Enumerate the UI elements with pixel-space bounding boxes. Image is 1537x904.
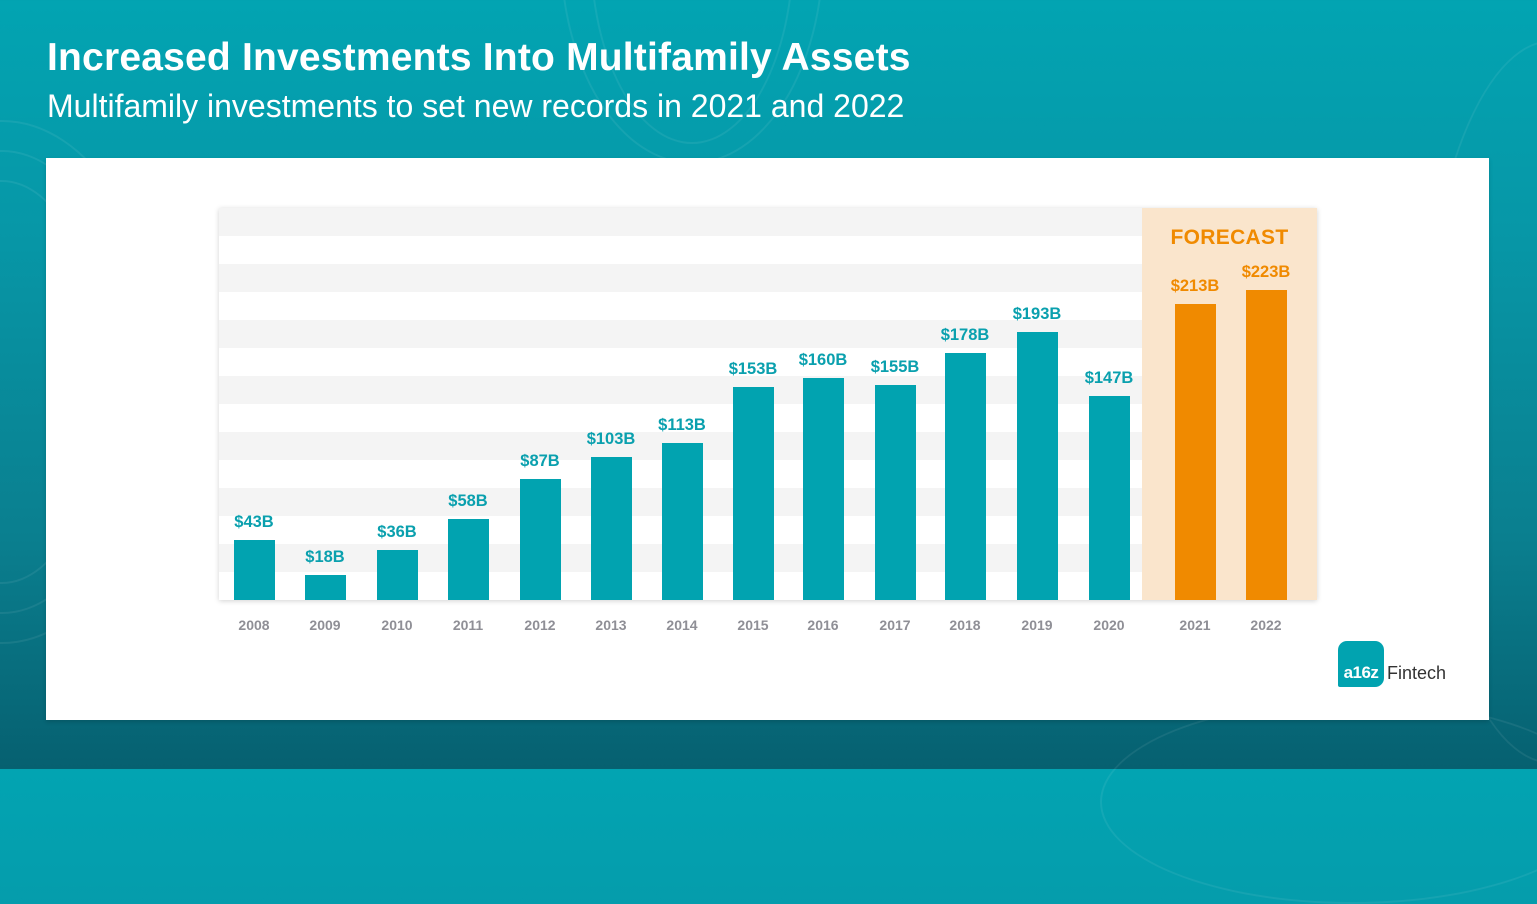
data-label-2012: $87B [520, 452, 560, 470]
page-title: Increased Investments Into Multifamily A… [47, 36, 911, 79]
bar-2012 [520, 479, 561, 600]
data-label-2015: $153B [728, 360, 778, 378]
x-tick-label: 2016 [807, 617, 839, 633]
bar-2018 [945, 353, 986, 600]
x-tick-label: 2011 [452, 617, 484, 633]
data-label-2009: $18B [305, 548, 345, 566]
bar-2013 [591, 457, 632, 600]
data-label-2022: $223B [1241, 263, 1291, 281]
data-label-2011: $58B [448, 492, 488, 510]
data-label-2016: $160B [798, 351, 848, 369]
bar-2021 [1175, 304, 1216, 600]
data-label-2014: $113B [658, 416, 706, 434]
bar-2022 [1246, 290, 1287, 600]
bar-2008 [234, 540, 275, 600]
plot-area: FORECAST $43B $18B $36B $58B $87B $103B $113B $… [219, 208, 1317, 600]
x-tick-label: 2013 [595, 617, 627, 633]
forecast-label: FORECAST [1170, 226, 1289, 249]
x-tick-label: 2018 [949, 617, 981, 633]
x-tick-label: 2012 [524, 617, 556, 633]
page-subtitle: Multifamily investments to set new recor… [47, 88, 905, 124]
data-label-2013: $103B [586, 430, 636, 448]
a16z-logo-icon: a16z [1338, 641, 1384, 687]
bar-2016 [803, 378, 844, 600]
background-swirl [1100, 700, 1537, 904]
forecast-region: FORECAST [1142, 208, 1317, 600]
bar-2019 [1017, 332, 1058, 600]
x-tick-label: 2017 [879, 617, 911, 633]
data-label-2010: $36B [377, 523, 417, 541]
background-swirl [560, 0, 824, 164]
x-tick-label: 2014 [666, 617, 698, 633]
x-tick-label: 2020 [1093, 617, 1125, 633]
x-tick-label: 2008 [238, 617, 270, 633]
bar-2020 [1089, 396, 1130, 600]
data-label-2008: $43B [234, 513, 274, 531]
bar-2009 [305, 575, 346, 600]
data-label-2021: $213B [1170, 277, 1220, 295]
bar-2015 [733, 387, 774, 600]
x-tick-label: 2022 [1250, 617, 1282, 633]
x-tick-label: 2019 [1021, 617, 1053, 633]
x-tick-label: 2015 [737, 617, 769, 633]
bar-2011 [448, 519, 489, 600]
data-label-2017: $155B [870, 358, 920, 376]
logo-text: Fintech [1387, 663, 1447, 683]
data-label-2018: $178B [940, 326, 990, 344]
x-tick-label: 2010 [381, 617, 413, 633]
bar-2010 [377, 550, 418, 600]
data-label-2020: $147B [1084, 369, 1134, 387]
a16z-fintech-logo: a16z Fintech [1338, 641, 1446, 687]
chart-panel: FORECAST $43B $18B $36B $58B $87B $103B $113B $… [46, 158, 1489, 720]
x-tick-label: 2009 [309, 617, 341, 633]
x-tick-label: 2021 [1179, 617, 1211, 633]
bar-2014 [662, 443, 703, 600]
bar-2017 [875, 385, 916, 600]
data-label-2019: $193B [1012, 305, 1062, 323]
